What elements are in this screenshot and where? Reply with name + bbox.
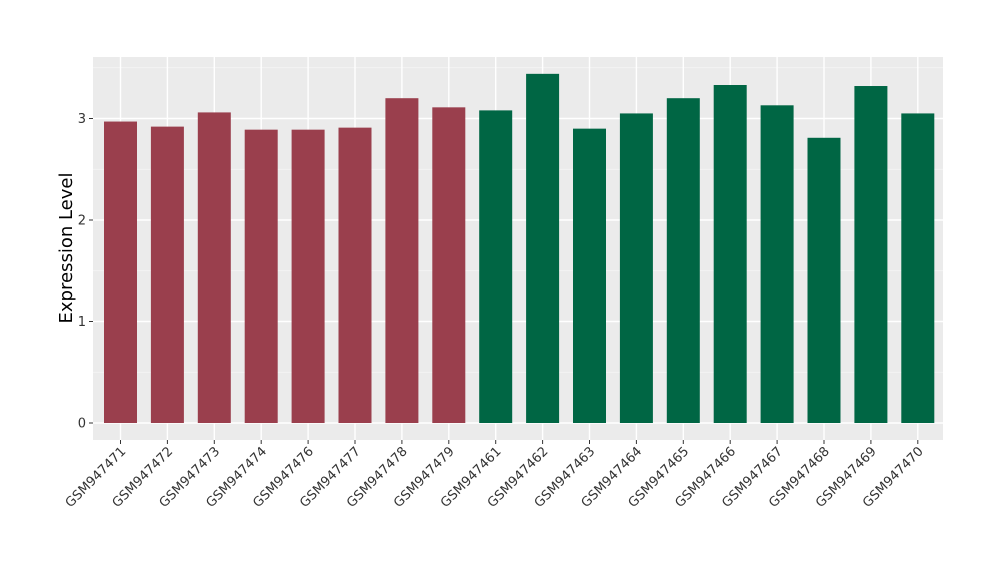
bar-GSM947478	[385, 98, 419, 423]
bar-GSM947462	[526, 73, 560, 423]
bar-GSM947470	[901, 113, 935, 424]
bar-GSM947464	[619, 113, 653, 424]
bar-GSM947467	[760, 105, 794, 424]
bar-GSM947463	[573, 128, 606, 423]
bar-GSM947476	[291, 129, 325, 424]
bar-GSM947471	[104, 121, 137, 424]
y-tick-label: 1	[78, 315, 86, 330]
bar-GSM947477	[338, 127, 372, 423]
y-tick-label: 0	[78, 417, 86, 432]
plot-panel	[93, 57, 943, 440]
bar-GSM947469	[854, 86, 888, 424]
bar-GSM947479	[432, 107, 466, 424]
y-axis: 0 1 2 3	[78, 112, 93, 432]
x-axis: GSM947471GSM947472GSM947473GSM947474GSM9…	[63, 440, 927, 511]
y-tick-label: 3	[78, 112, 86, 127]
bar-GSM947466	[713, 85, 747, 423]
bars	[104, 73, 935, 424]
bar-GSM947461	[479, 110, 513, 423]
y-axis-label: Expression Level	[56, 173, 77, 324]
bar-GSM947473	[197, 112, 231, 423]
bar-GSM947465	[666, 98, 700, 423]
bar-GSM947472	[150, 126, 184, 424]
y-tick-label: 2	[78, 214, 86, 229]
bar-GSM947468	[807, 137, 841, 423]
bar-GSM947474	[244, 129, 278, 424]
